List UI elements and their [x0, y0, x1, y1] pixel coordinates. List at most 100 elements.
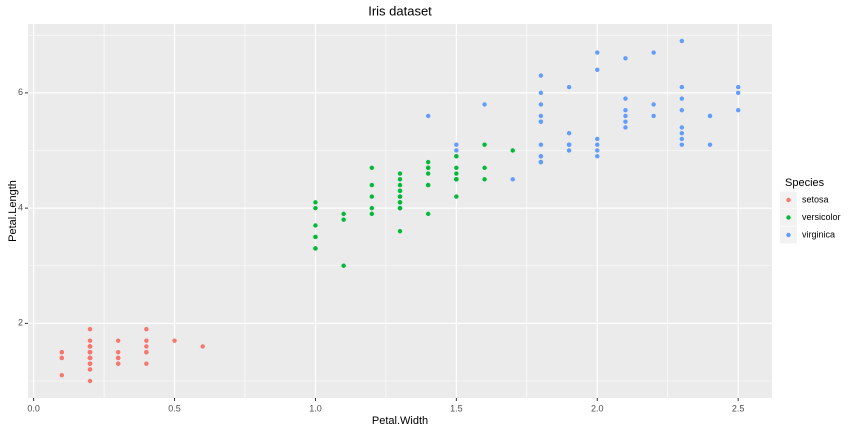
point [538, 119, 544, 124]
point [313, 223, 318, 228]
point [59, 349, 65, 355]
point [397, 177, 403, 182]
point [341, 263, 346, 268]
point [454, 177, 459, 182]
point [679, 131, 685, 136]
point [87, 378, 93, 384]
point [595, 50, 600, 55]
legend-label: virginica [802, 229, 835, 239]
point [538, 113, 544, 119]
x-tick-label: 0.5 [168, 403, 181, 413]
point [679, 107, 685, 113]
point [341, 211, 346, 217]
point [425, 113, 431, 119]
y-tick-label: 2 [18, 318, 23, 328]
point [87, 326, 93, 332]
point [510, 177, 515, 182]
legend-label: setosa [802, 194, 829, 204]
legend-marker [786, 215, 791, 220]
legend-marker [786, 232, 791, 238]
point [369, 205, 375, 211]
point [425, 182, 431, 188]
point [538, 102, 544, 107]
point [735, 90, 741, 96]
point [87, 344, 93, 349]
point [595, 136, 600, 142]
x-tick-label: 1.0 [309, 403, 322, 413]
x-axis-label: Petal.Width [372, 415, 428, 427]
point [144, 361, 149, 366]
point [651, 113, 656, 119]
point [87, 367, 93, 372]
chart-title: Iris dataset [368, 3, 432, 18]
point [651, 102, 656, 107]
point [397, 228, 403, 234]
point [144, 349, 149, 355]
point [623, 125, 628, 130]
point [510, 148, 515, 153]
point [454, 154, 459, 159]
point [313, 246, 318, 251]
point [595, 154, 600, 159]
point [454, 148, 459, 153]
legend-title: Species [785, 177, 825, 189]
point [59, 355, 65, 361]
point [369, 182, 375, 188]
point [313, 234, 318, 240]
point [679, 84, 685, 90]
point [341, 217, 346, 222]
point [144, 326, 149, 332]
point [538, 142, 544, 147]
point [679, 125, 685, 130]
point [482, 102, 487, 107]
point [566, 142, 572, 147]
point [454, 142, 459, 147]
point [623, 107, 628, 113]
point [115, 338, 121, 343]
point [454, 165, 459, 170]
point [369, 165, 375, 170]
point [115, 355, 121, 361]
point [623, 119, 628, 124]
point [425, 165, 431, 170]
point [59, 373, 65, 378]
point [397, 182, 403, 188]
point [566, 84, 572, 90]
point [623, 96, 628, 101]
point [425, 211, 431, 217]
point [482, 165, 487, 170]
point [369, 194, 375, 199]
point [651, 50, 656, 55]
point [538, 159, 544, 165]
point [397, 194, 403, 199]
point [87, 338, 93, 343]
point [397, 200, 403, 205]
point [566, 148, 572, 153]
point [115, 349, 121, 355]
y-tick-label: 6 [18, 87, 23, 97]
point [397, 205, 403, 211]
legend-marker [786, 197, 791, 203]
point [87, 349, 93, 355]
point [369, 211, 375, 217]
point [425, 171, 431, 176]
point [679, 38, 685, 44]
x-tick-label: 1.5 [450, 403, 463, 413]
point [144, 344, 149, 349]
legend-label: versicolor [802, 212, 841, 222]
point [595, 67, 600, 73]
point [707, 142, 713, 147]
point [679, 136, 685, 142]
point [623, 113, 628, 119]
x-tick-label: 2.0 [591, 403, 604, 413]
point [735, 84, 741, 90]
point [172, 338, 177, 343]
point [623, 56, 628, 61]
point [482, 142, 487, 147]
point [566, 131, 572, 136]
point [538, 73, 544, 78]
point [538, 154, 544, 159]
point [735, 107, 741, 113]
